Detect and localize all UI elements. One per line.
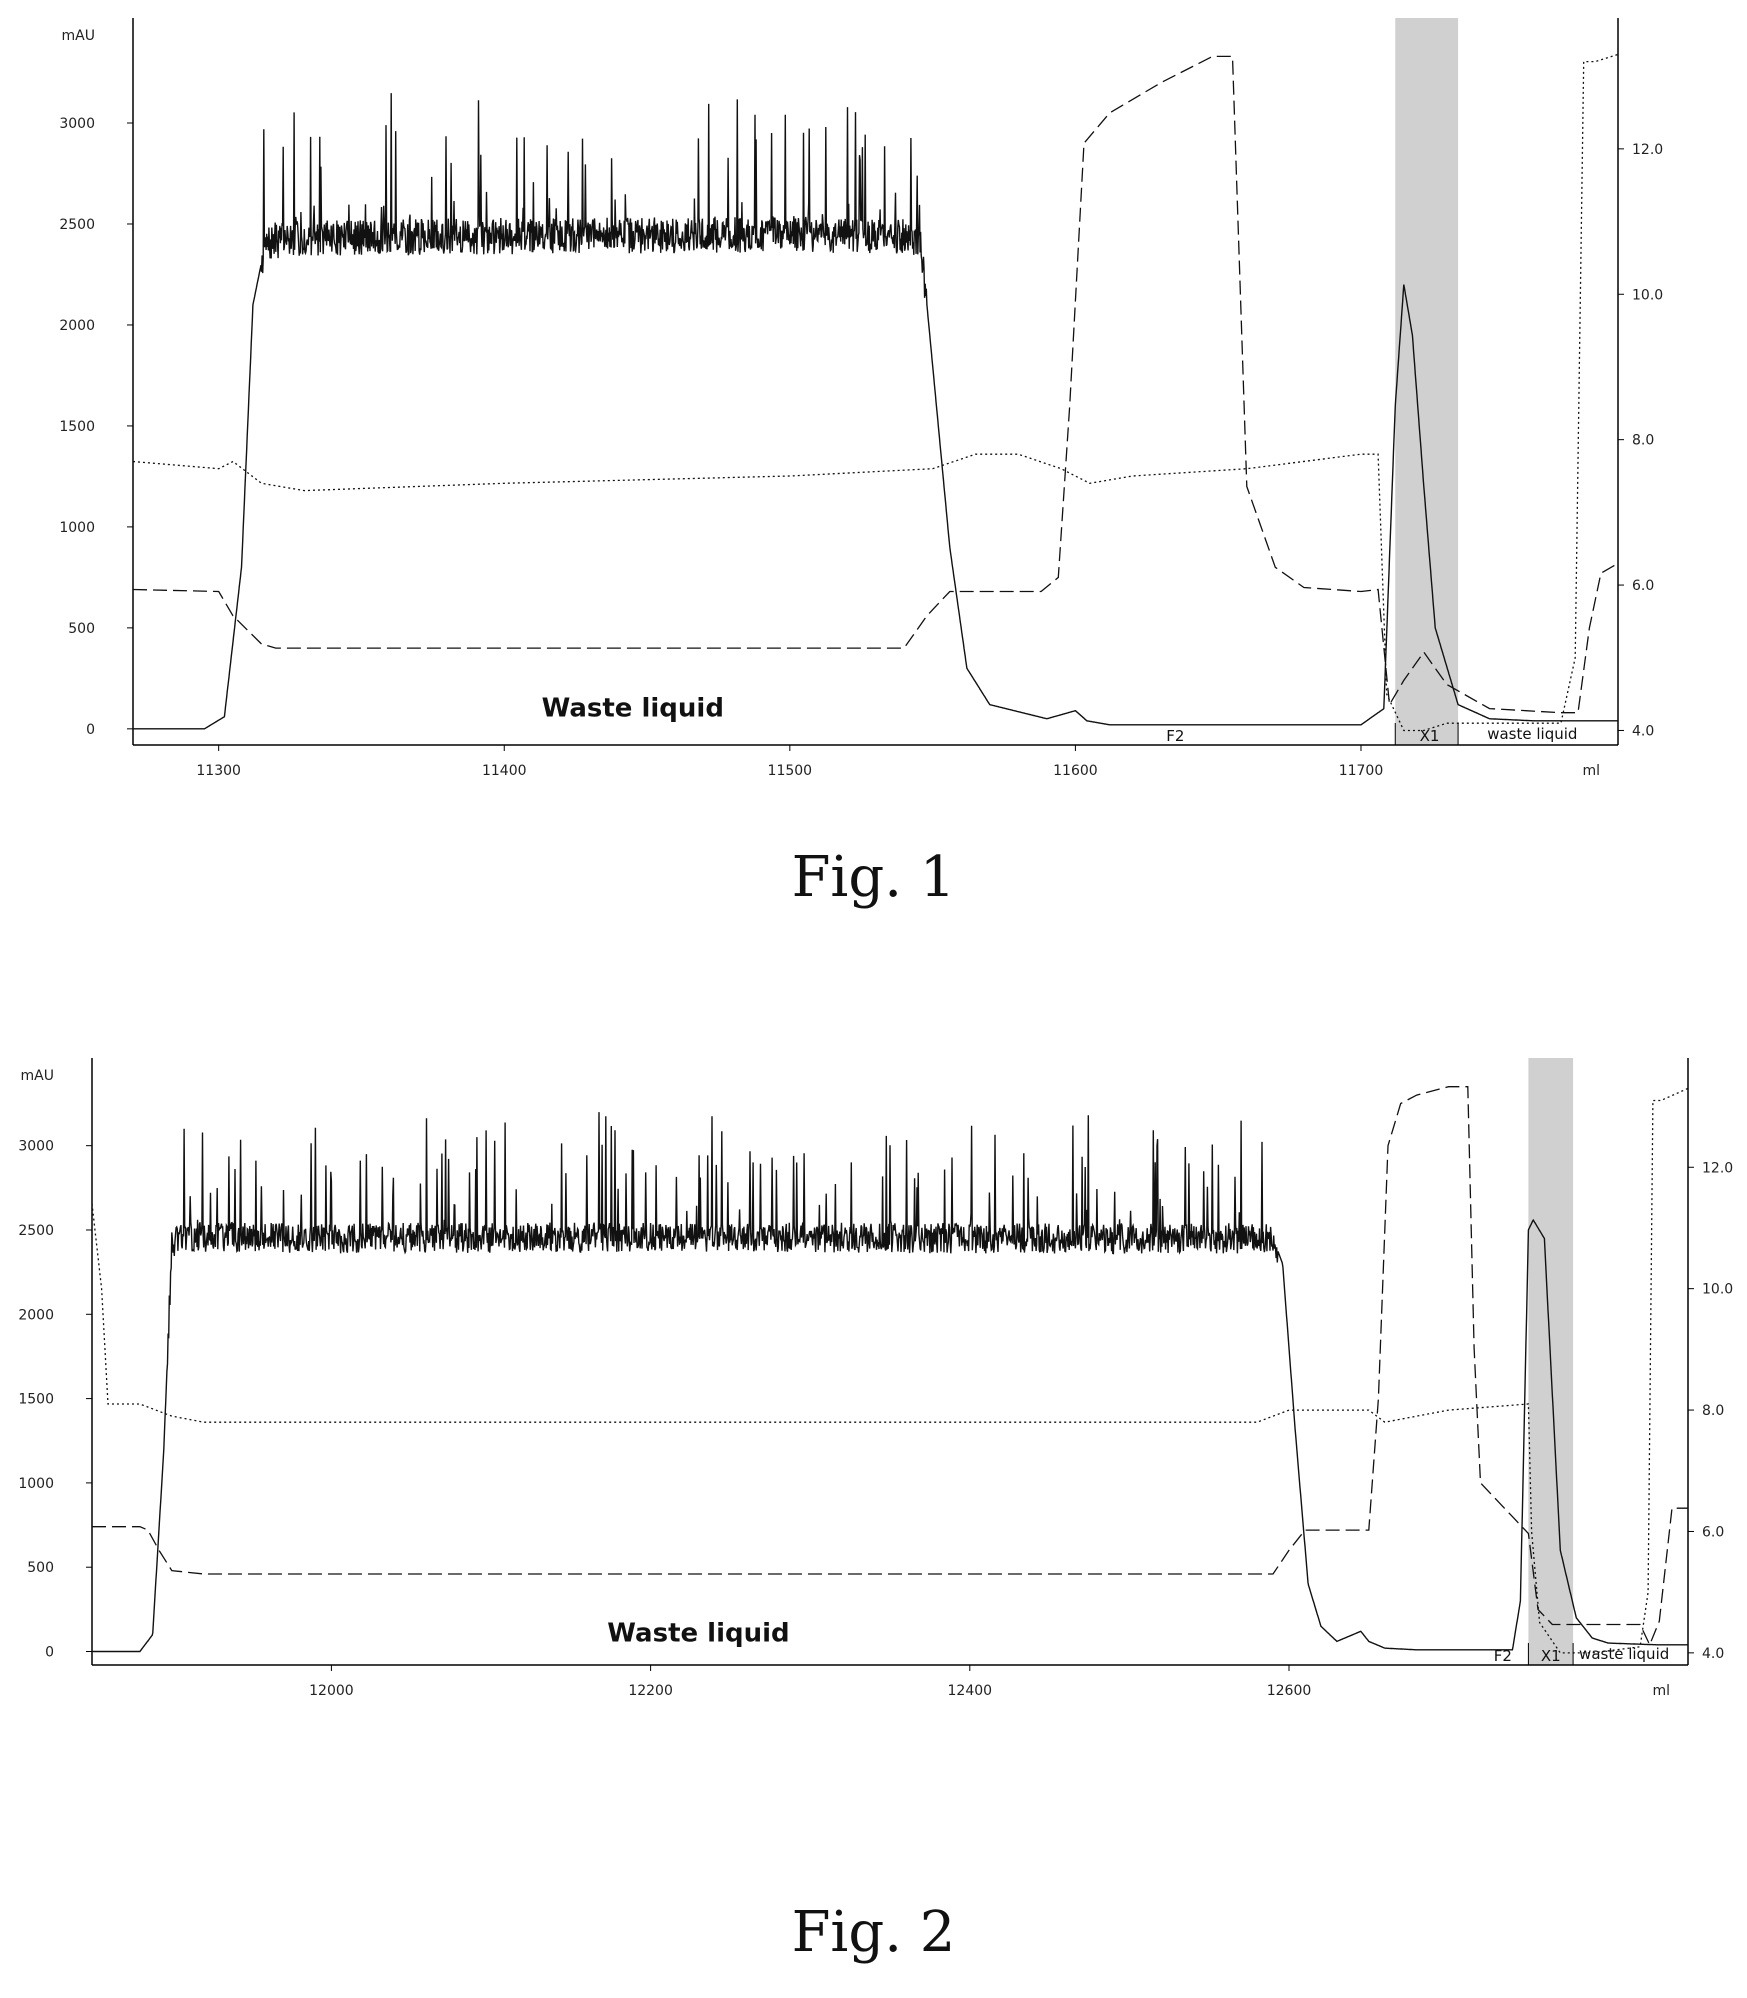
chromatogram-chart-1: 0 500 1000 1500 2000 2500 3000 mAU 4.0 6.0 8.0 10.0…: [0, 0, 1747, 980]
y-tick-label: 3000: [59, 116, 95, 132]
annotation-waste-liquid-small: waste liquid: [1487, 725, 1577, 743]
y-tick-label: 500: [27, 1560, 54, 1576]
y-tick-label: 2500: [18, 1223, 54, 1239]
y2-tick-label: 8.0: [1632, 433, 1654, 449]
shaded-fraction-region: [1395, 18, 1458, 745]
annotation-fraction-x1: X1: [1541, 1647, 1561, 1665]
y2-tick-label: 8.0: [1702, 1403, 1724, 1419]
y2-tick-label: 4.0: [1702, 1646, 1724, 1662]
y-tick-label: 0: [86, 722, 95, 738]
y2-tick-label: 10.0: [1632, 287, 1663, 303]
series-line-solid: [133, 93, 1617, 729]
y2-tick-label: 6.0: [1702, 1524, 1724, 1540]
x-tick-label: 11400: [482, 763, 527, 779]
y-tick-label: 500: [68, 621, 95, 637]
figure-caption-2: Fig. 2: [0, 1900, 1747, 1965]
x-axis-label: ml: [1582, 763, 1600, 779]
y-tick-label: 2500: [59, 217, 95, 233]
x-tick-label: 11600: [1053, 763, 1098, 779]
y-tick-label: 1500: [59, 419, 95, 435]
annotation-waste-liquid: Waste liquid: [542, 694, 724, 724]
y-axis-label: mAU: [62, 28, 95, 44]
series-line-solid: [92, 1112, 1688, 1651]
y-axis-label: mAU: [21, 1068, 54, 1084]
x-tick-label: 11700: [1339, 763, 1384, 779]
x-axis-label: ml: [1652, 1683, 1670, 1699]
figure-caption-1: Fig. 1: [0, 845, 1747, 910]
figure-1: 0 500 1000 1500 2000 2500 3000 mAU 4.0 6.0 8.0 10.0…: [0, 0, 1747, 980]
y2-tick-label: 12.0: [1702, 1160, 1733, 1176]
y-tick-label: 1000: [18, 1476, 54, 1492]
y-tick-label: 2000: [59, 318, 95, 334]
x-tick-label: 12000: [309, 1683, 354, 1699]
x-tick-label: 11500: [768, 763, 813, 779]
y2-tick-label: 12.0: [1632, 142, 1663, 158]
x-tick-label: 12600: [1267, 1683, 1312, 1699]
y-tick-label: 2000: [18, 1307, 54, 1323]
y-tick-label: 1000: [59, 520, 95, 536]
y-tick-label: 3000: [18, 1139, 54, 1155]
x-tick-label: 12200: [628, 1683, 673, 1699]
x-tick-label: 11300: [196, 763, 241, 779]
y-tick-label: 0: [45, 1645, 54, 1661]
y2-tick-label: 10.0: [1702, 1282, 1733, 1298]
y-tick-label: 1500: [18, 1392, 54, 1408]
annotation-fraction-f2: F2: [1166, 727, 1184, 745]
y2-tick-label: 6.0: [1632, 578, 1654, 594]
annotation-fraction-x1: X1: [1420, 727, 1440, 745]
x-tick-label: 12400: [948, 1683, 993, 1699]
annotation-fraction-f2: F2: [1494, 1647, 1512, 1665]
annotation-waste-liquid: Waste liquid: [607, 1618, 789, 1648]
chromatogram-chart-2: 0 500 1000 1500 2000 2500 3000 mAU 4.0 6.0 8.0 10.0…: [0, 1020, 1747, 1998]
figure-2: 0 500 1000 1500 2000 2500 3000 mAU 4.0 6.0 8.0 10.0…: [0, 1020, 1747, 1998]
y2-tick-label: 4.0: [1632, 723, 1654, 739]
annotation-waste-liquid-small: waste liquid: [1579, 1645, 1669, 1663]
